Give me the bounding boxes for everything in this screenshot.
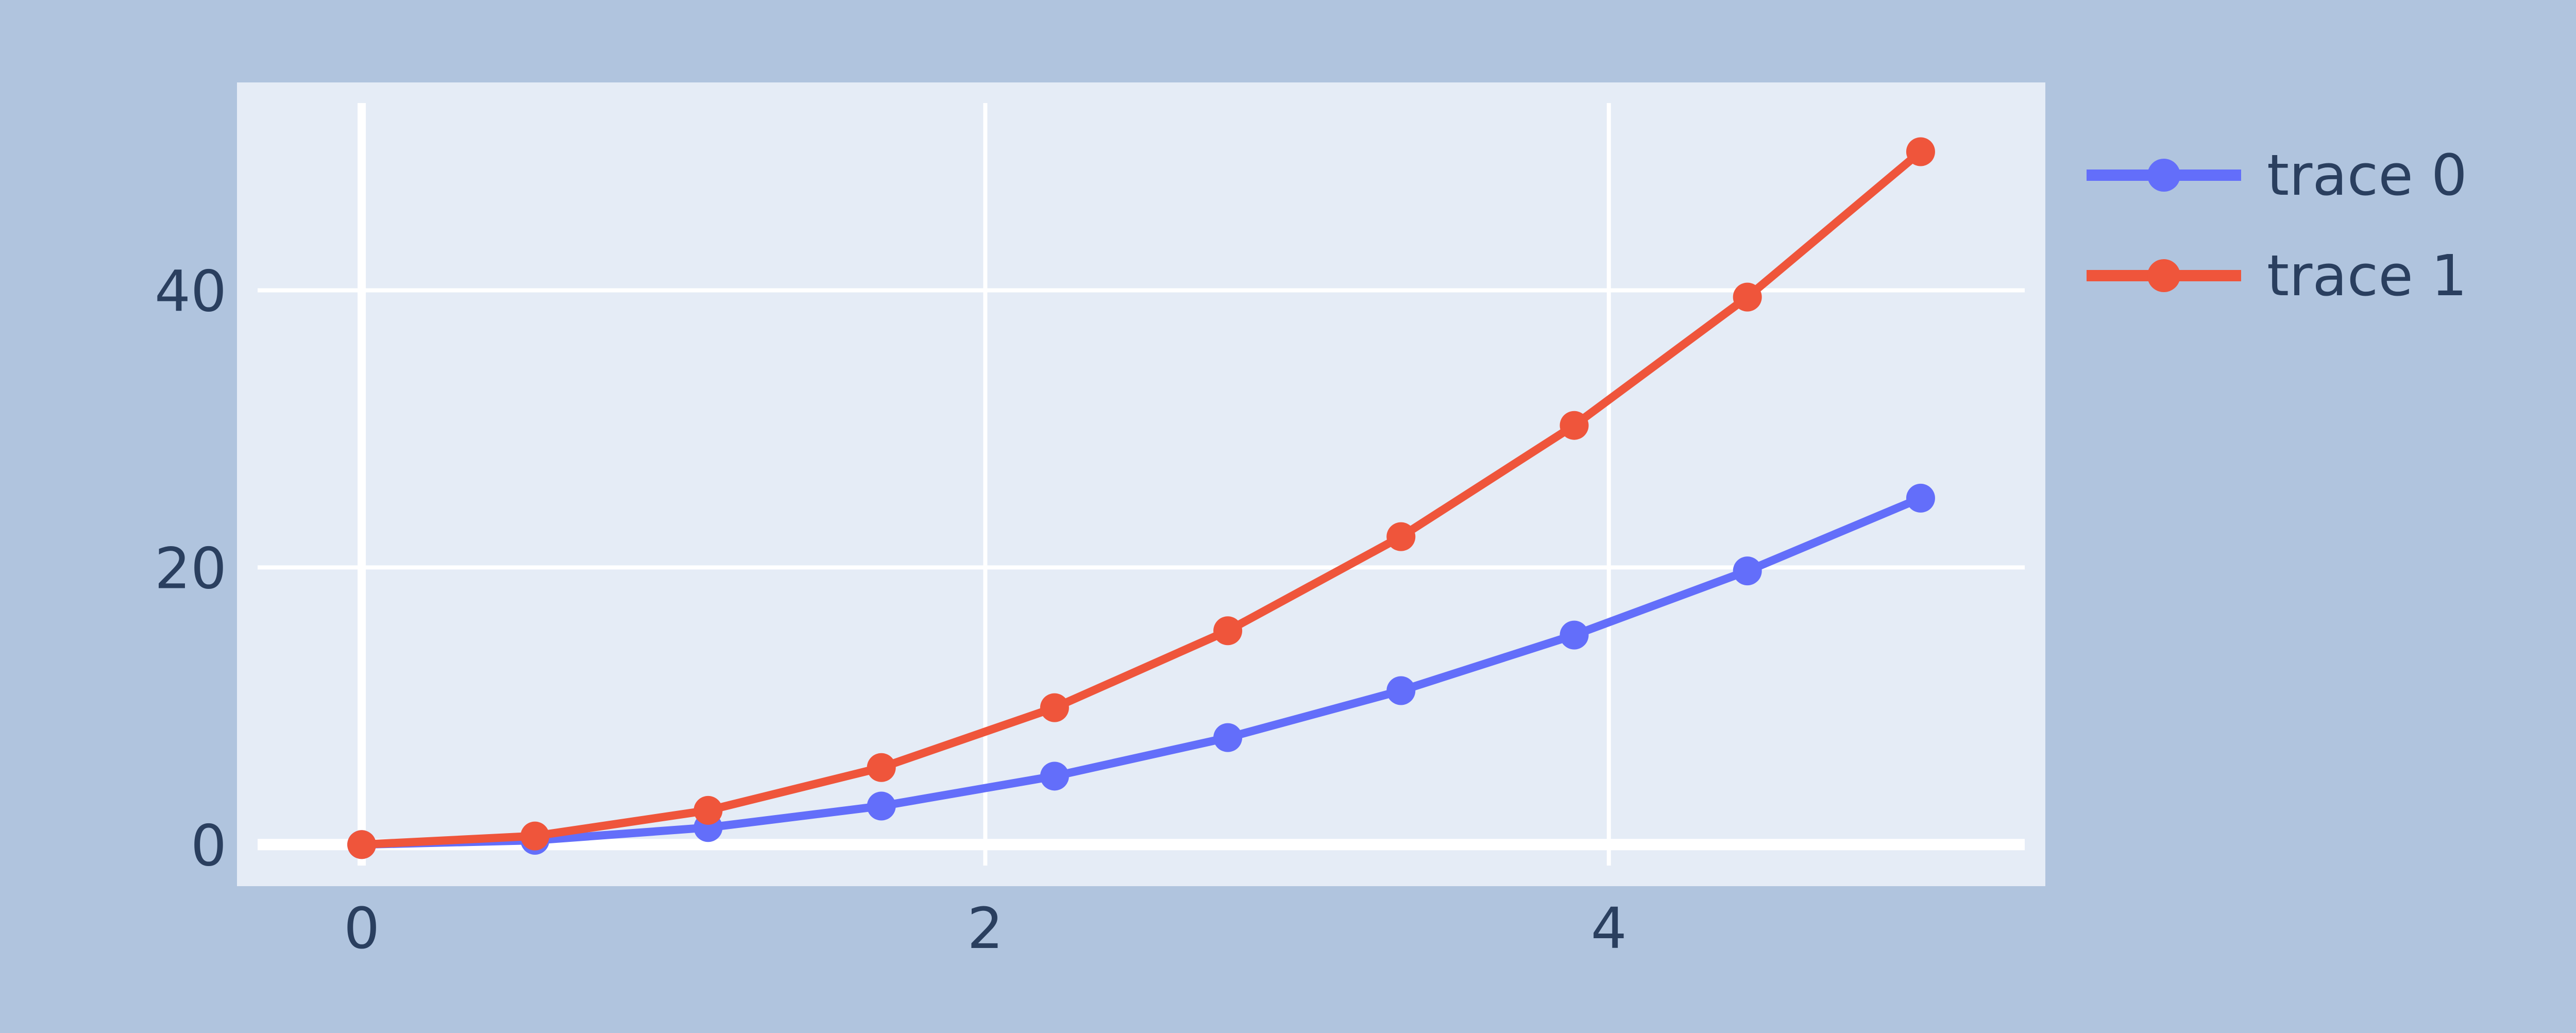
series-line xyxy=(358,494,1925,849)
x-tick-label: 4 xyxy=(1591,895,1627,961)
legend-swatch-marker xyxy=(2147,159,2180,192)
data-point xyxy=(1386,676,1416,705)
grid-lines xyxy=(258,103,2025,866)
legend-label: trace 0 xyxy=(2267,142,2467,208)
data-point xyxy=(1733,556,1762,586)
legend-label: trace 1 xyxy=(2267,243,2467,309)
series-lines xyxy=(347,137,1935,859)
data-point xyxy=(1213,723,1243,752)
data-point xyxy=(867,753,896,782)
legend-swatch-marker xyxy=(2147,259,2180,292)
data-point xyxy=(520,821,550,851)
y-tick-label: 40 xyxy=(155,258,227,324)
legend-item: trace 0 xyxy=(2087,142,2467,208)
data-point xyxy=(1906,137,1935,166)
plot-area xyxy=(237,82,2045,886)
legend-item: trace 1 xyxy=(2087,243,2467,309)
x-tick-label: 2 xyxy=(967,895,1003,961)
data-point xyxy=(867,791,896,821)
data-point xyxy=(1906,483,1935,513)
data-point xyxy=(1560,620,1589,650)
series-1 xyxy=(347,137,1935,859)
data-point xyxy=(1733,282,1762,312)
data-point xyxy=(347,830,377,859)
series-line xyxy=(358,147,1925,849)
data-point xyxy=(1213,616,1243,646)
data-point xyxy=(1040,761,1069,791)
data-point xyxy=(1040,693,1069,722)
x-tick-label: 0 xyxy=(344,895,380,961)
y-tick-label: 20 xyxy=(155,535,227,601)
data-point xyxy=(693,795,723,825)
y-tick-label: 0 xyxy=(191,812,227,878)
data-point xyxy=(1386,522,1416,551)
data-point xyxy=(1560,411,1589,440)
legend: trace 0 trace 1 xyxy=(2087,142,2467,309)
